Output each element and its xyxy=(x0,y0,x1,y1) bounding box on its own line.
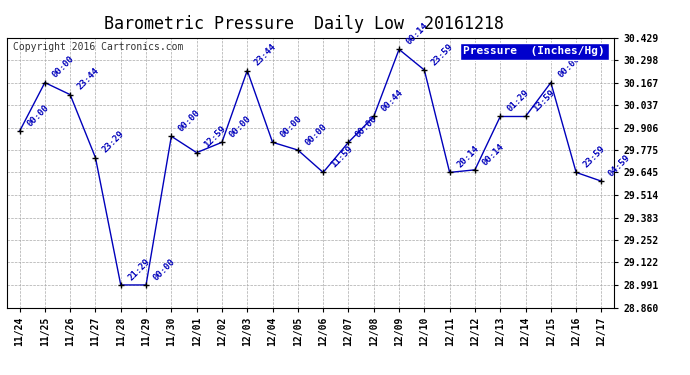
Text: 00:00: 00:00 xyxy=(354,114,380,140)
Text: 00:44: 00:44 xyxy=(380,88,404,114)
Text: 00:00: 00:00 xyxy=(25,103,50,129)
Text: 23:59: 23:59 xyxy=(582,144,607,170)
Text: 11:59: 11:59 xyxy=(328,144,354,170)
Text: 01:29: 01:29 xyxy=(506,88,531,114)
Text: 00:14: 00:14 xyxy=(480,142,506,167)
Text: 00:14: 00:14 xyxy=(404,21,430,46)
Text: 00:00: 00:00 xyxy=(304,122,328,147)
Text: Copyright 2016 Cartronics.com: Copyright 2016 Cartronics.com xyxy=(13,42,184,51)
Text: 00:00: 00:00 xyxy=(177,108,202,134)
Text: 20:14: 20:14 xyxy=(455,144,480,170)
Legend: Pressure  (Inches/Hg): Pressure (Inches/Hg) xyxy=(460,43,609,60)
Text: 00:00: 00:00 xyxy=(278,114,304,140)
Text: 21:29: 21:29 xyxy=(126,257,152,282)
Text: 13:59: 13:59 xyxy=(531,88,556,114)
Text: 23:44: 23:44 xyxy=(253,42,278,68)
Text: 23:59: 23:59 xyxy=(430,42,455,67)
Text: 12:59: 12:59 xyxy=(202,124,228,150)
Text: 23:29: 23:29 xyxy=(101,129,126,155)
Text: 00:00: 00:00 xyxy=(556,54,582,80)
Text: 04:59: 04:59 xyxy=(607,153,632,178)
Text: 00:00: 00:00 xyxy=(152,257,177,282)
Text: 00:00: 00:00 xyxy=(50,54,76,80)
Text: 23:44: 23:44 xyxy=(76,66,101,92)
Text: Barometric Pressure  Daily Low  20161218: Barometric Pressure Daily Low 20161218 xyxy=(104,15,504,33)
Text: 00:00: 00:00 xyxy=(228,114,253,140)
